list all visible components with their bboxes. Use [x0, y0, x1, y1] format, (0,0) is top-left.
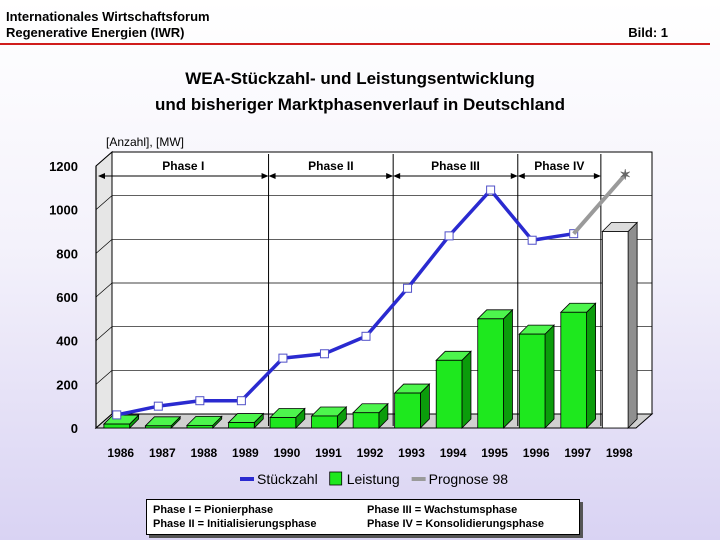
y-axis-label: [Anzahl], [MW] — [106, 135, 184, 149]
prognose-bar — [601, 231, 629, 429]
x-tick-label: 1987 — [149, 446, 176, 460]
phase-arrow-head-left — [268, 173, 276, 179]
stueckzahl-point — [319, 349, 329, 359]
phase-label: Phase III — [431, 159, 480, 173]
header-divider — [0, 43, 710, 45]
phase-legend-box: Phase I = Pionierphase Phase II = Initia… — [146, 499, 580, 535]
phase-label: Phase I — [162, 159, 204, 173]
legend-label: Leistung — [347, 471, 400, 487]
leistung-bar — [311, 415, 338, 429]
leistung-bar — [394, 392, 421, 429]
leistung-bar — [518, 333, 546, 429]
gridline-side — [95, 282, 113, 298]
y-tick-label: 200 — [56, 377, 78, 392]
gridline-side — [95, 413, 113, 429]
leistung-bar — [145, 425, 172, 429]
leistung-bar-side — [503, 308, 513, 429]
stueckzahl-point — [403, 283, 413, 293]
phase-label: Phase II — [308, 159, 353, 173]
gridline-side — [95, 195, 113, 210]
leistung-bar — [352, 412, 380, 429]
x-tick-label: 1997 — [564, 446, 591, 460]
x-tick-label: 1990 — [274, 446, 301, 460]
x-tick-label: 1986 — [107, 446, 134, 460]
stueckzahl-point — [153, 401, 163, 411]
chart-title: WEA-Stückzahl- und Leistungsentwicklung … — [0, 66, 720, 118]
y-tick-label: 600 — [56, 290, 78, 305]
x-tick-label: 1995 — [481, 446, 508, 460]
x-tick-label: 1992 — [357, 446, 384, 460]
stueckzahl-line — [116, 188, 574, 417]
stueckzahl-point — [486, 185, 496, 195]
leistung-bar — [269, 417, 297, 429]
x-tick-label: 1998 — [606, 446, 633, 460]
leistung-bar — [435, 359, 463, 429]
phase-arrow-head-right — [386, 173, 394, 179]
x-tick-label: 1996 — [523, 446, 550, 460]
y-tick-label: 0 — [71, 421, 78, 436]
x-tick-label: 1989 — [232, 446, 259, 460]
gridline-side — [95, 370, 113, 385]
phase-legend-3: Phase III = Wachstumsphase — [367, 504, 518, 516]
legend-label: Prognose 98 — [429, 471, 509, 487]
stueckzahl-point — [527, 235, 537, 245]
stueckzahl-point — [195, 396, 205, 406]
y-tick-label: 1200 — [49, 159, 78, 174]
phase-arrow-head-right — [261, 173, 269, 179]
prognose-bar-side — [627, 221, 638, 429]
page-label: Bild: 1 — [628, 25, 668, 40]
legend-label: Stückzahl — [257, 471, 318, 487]
gridline-side — [95, 326, 113, 341]
chart-title-line-2: und bisheriger Marktphasenverlauf in Deu… — [155, 95, 565, 114]
chart: 0 200 400 600 800 1000 1200 [Anzahl], [MW] Phase… — [49, 135, 654, 487]
phase-label: Phase IV — [534, 159, 584, 173]
leistung-bar — [477, 318, 504, 429]
leistung-bar-side — [586, 302, 596, 429]
stueckzahl-point — [444, 231, 454, 241]
x-tick-label: 1993 — [398, 446, 425, 460]
phase-arrow-head-left — [393, 173, 401, 179]
phase-legend-2: Phase II = Initialisierungsphase — [153, 518, 317, 530]
stueckzahl-point — [236, 396, 246, 406]
leistung-bar — [228, 422, 255, 429]
phase-arrow-head-left — [517, 173, 525, 179]
phase-arrow-head-left — [98, 173, 105, 179]
phase-arrow-head-right — [593, 173, 601, 179]
stueckzahl-point — [112, 410, 122, 420]
x-tick-label: 1994 — [440, 446, 467, 460]
leistung-bar-side — [461, 350, 472, 429]
x-tick-label: 1991 — [315, 446, 342, 460]
gridline-side — [95, 151, 113, 167]
y-tick-label: 400 — [56, 334, 78, 349]
leistung-bar — [103, 423, 131, 429]
header-line-1: Internationales Wirtschaftsforum — [6, 9, 210, 24]
phase-arrow-head-right — [510, 173, 518, 179]
header-organization: Internationales Wirtschaftsforum Regener… — [6, 9, 210, 41]
stueckzahl-point — [361, 331, 371, 341]
y-tick-label: 800 — [56, 246, 78, 261]
y-tick-label: 1000 — [49, 203, 78, 218]
x-tick-label: 1988 — [190, 446, 217, 460]
stueckzahl-point — [278, 353, 288, 363]
legend-swatch-bar — [329, 471, 343, 486]
prognose-line — [572, 173, 627, 235]
leistung-bar — [560, 311, 587, 429]
chart-title-line-1: WEA-Stückzahl- und Leistungsentwicklung — [185, 69, 535, 88]
phase-legend-1: Phase I = Pionierphase — [153, 504, 274, 516]
phase-legend-4: Phase IV = Konsolidierungsphase — [367, 518, 544, 530]
leistung-bar — [186, 424, 214, 429]
leistung-bar-side — [544, 324, 555, 429]
header-line-2: Regenerative Energien (IWR) — [6, 25, 185, 40]
prognose-point: ✶ — [619, 167, 631, 183]
gridline-side — [95, 239, 113, 254]
